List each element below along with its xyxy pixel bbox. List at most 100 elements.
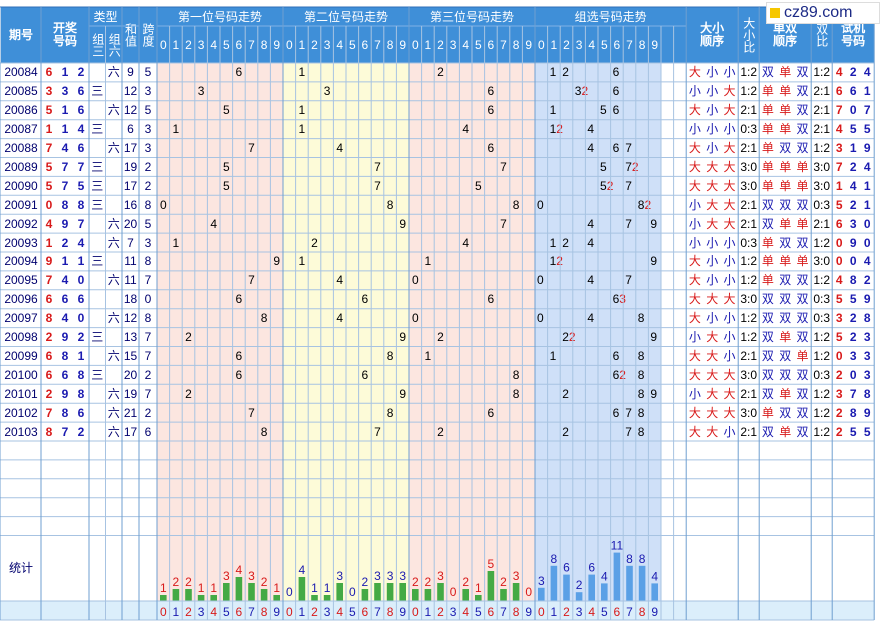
combo-digit: 8 [637,197,645,212]
draw-digit: 6 [45,348,53,363]
pos3-stat-digit-label: 1 [425,605,432,619]
combo-digit: 7 [625,178,632,193]
combo-stat-bar [588,574,595,601]
pos1-hit-mark: 3 [197,84,205,99]
combo-digit: 4 [587,141,595,156]
trial-digit: 1 [835,178,843,193]
oddeven-mark: 双 [796,311,809,326]
pos1-digit-header: 6 [232,26,246,63]
oddeven-mark: 双 [761,292,774,307]
stats-label: 统计 [8,561,33,576]
pos1-hit-mark: 8 [260,311,268,326]
bigsmall-ratio-cell: 1:2 [740,65,758,80]
pos2-hit-mark: 8 [386,197,394,212]
bigsmall-ratio-cell: 1:2 [740,311,758,326]
oddeven-mark: 单 [779,386,792,401]
trial-digit: 4 [835,65,843,80]
draw-digit: 1 [61,254,69,269]
bigsmall-mark: 大 [688,292,701,307]
pos2-stat-digit-label: 4 [336,605,343,619]
bigsmall-ratio-cell: 1:2 [740,254,758,269]
stats-digit-band [0,601,875,620]
pos2-digit-header: 4 [333,26,346,63]
trial-digit: 9 [849,235,857,250]
oddeven-mark: 双 [779,292,792,307]
span-cell: 7 [144,273,152,288]
pos3-digit-header: 7 [497,26,510,63]
period-cell: 20096 [4,292,38,307]
combo-stat-bar [638,565,646,601]
bigsmall-ratio-cell: 2:1 [740,141,758,156]
oddeven-mark: 双 [761,386,774,401]
draw-digit: 8 [77,197,85,212]
combo-stat-value: 2 [576,578,583,592]
pos1-hit-mark: 1 [172,235,180,250]
combo-digit: 1 [549,65,557,80]
pos3-stat-value: 3 [513,569,520,583]
combo-digit: 1 [549,235,557,250]
pos2-digit-header: 7 [371,26,384,63]
draw-digit: 6 [45,292,53,307]
pos2-header: 第二位号码走势 [283,7,409,26]
oddeven-order-header-line1: 单双 [773,21,798,35]
pos3-hit-mark: 7 [500,216,507,231]
trial-digit: 0 [849,103,857,118]
pos2-stat-value: 0 [286,585,293,599]
pos2-hit-mark: 1 [298,254,306,269]
period-cell: 20089 [4,159,38,174]
pos1-hit-mark: 9 [273,254,281,269]
period-cell: 20097 [4,311,38,326]
pos1-stat-value: 1 [273,581,280,595]
pos3-hit-mark: 2 [437,424,444,439]
pos3-hit-mark: 5 [474,178,482,193]
group3-cell: 三 [91,178,104,193]
combo-digit: 6 [612,405,620,420]
bigsmall-mark: 大 [723,178,736,193]
pos2-stat-digit-label: 5 [349,605,356,619]
draw-header-line2: 号码 [52,34,77,48]
pos2-stat-bar [399,583,406,601]
pos3-hit-mark: 4 [462,122,470,137]
oddeven-ratio-cell: 1:2 [813,330,831,345]
bigsmall-ratio-cell: 2:1 [740,424,758,439]
draw-digit: 6 [45,65,53,80]
pos2-hit-mark: 8 [386,348,394,363]
combo-digit: 1 [549,122,557,137]
oddeven-ratio-cell: 1:2 [813,348,831,363]
oddeven-mark: 双 [796,141,809,156]
oddeven-ratio-cell: 1:2 [813,141,831,156]
oddeven-mark: 双 [796,330,809,345]
span-cell: 8 [144,197,152,212]
trial-digit: 0 [863,216,871,231]
pos2-digit-header: 2 [308,26,321,63]
oddeven-mark: 双 [761,311,774,326]
pos3-stat-value: 2 [412,575,419,589]
oddeven-mark: 双 [796,292,809,307]
pos3-stat-value: 0 [525,585,532,599]
group6-cell: 六 [107,348,120,363]
period-cell: 20092 [4,216,38,231]
trial-digit: 2 [849,311,857,326]
trial-digit: 2 [835,424,843,439]
bigsmall-mark: 小 [688,235,701,250]
pos2-stat-value: 1 [311,581,318,595]
bigsmall-mark: 大 [688,405,701,420]
combo-digit: 2 [562,65,569,80]
trial-digit: 2 [835,367,843,382]
oddeven-mark: 单 [779,424,792,439]
bigsmall-mark: 大 [723,405,736,420]
pos3-digit-header: 3 [446,26,460,63]
pos2-digit-header: 6 [358,26,372,63]
draw-digit: 2 [77,65,85,80]
pos3-digit-header: 6 [484,26,498,63]
bigsmall-mark: 小 [706,65,719,80]
combo-digit: 2 [562,424,569,439]
draw-digit: 2 [45,330,53,345]
bigsmall-mark: 大 [688,254,701,269]
bigsmall-ratio-cell: 2:1 [740,348,758,363]
group6-cell: 六 [107,141,120,156]
draw-digit: 2 [77,424,85,439]
bigsmall-ratio-cell: 3:0 [740,367,758,382]
bigsmall-mark: 小 [706,273,719,288]
